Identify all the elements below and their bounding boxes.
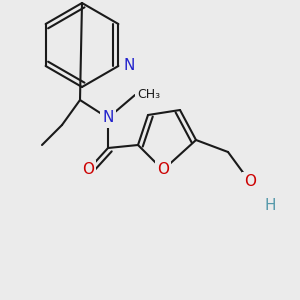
Text: CH₃: CH₃ <box>137 88 160 101</box>
Text: N: N <box>123 58 135 74</box>
Text: N: N <box>102 110 114 125</box>
Text: O: O <box>82 163 94 178</box>
Text: O: O <box>157 163 169 178</box>
Text: H: H <box>264 197 276 212</box>
Text: O: O <box>244 175 256 190</box>
